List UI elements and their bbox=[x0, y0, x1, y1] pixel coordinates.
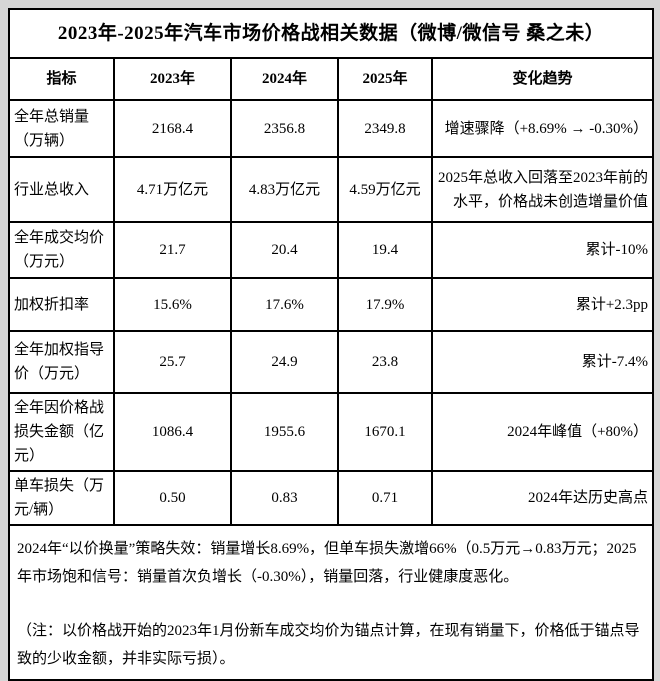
value-2025: 19.4 bbox=[337, 221, 433, 279]
footnote-cell: 2024年“以价换量”策略失效：销量增长8.69%，但单车损失激增66%（0.5… bbox=[7, 524, 655, 681]
summary-text: 2024年“以价换量”策略失效：销量增长8.69%，但单车损失激增66%（0.5… bbox=[17, 541, 637, 585]
row-label: 加权折扣率 bbox=[8, 277, 115, 332]
value-2023: 21.7 bbox=[113, 221, 232, 279]
trend-note: 增速骤降（+8.69% → -0.30%） bbox=[430, 99, 655, 158]
value-2024: 4.83万亿元 bbox=[230, 156, 339, 223]
row-label: 全年总销量（万辆） bbox=[8, 99, 115, 158]
calculation-note-text: （注：以价格战开始的2023年1月份新车成交均价为锚点计算，在现有销量下，价格低… bbox=[17, 623, 640, 667]
value-2023: 15.6% bbox=[113, 277, 232, 332]
value-2023: 1086.4 bbox=[113, 392, 232, 472]
value-2025: 4.59万亿元 bbox=[337, 156, 433, 223]
value-2024: 0.83 bbox=[230, 470, 339, 526]
table-title: 2023年-2025年汽车市场价格战相关数据（微博/微信号 桑之未） bbox=[7, 8, 655, 59]
value-2023: 4.71万亿元 bbox=[113, 156, 232, 223]
value-2025: 0.71 bbox=[337, 470, 433, 526]
trend-note: 2024年达历史高点 bbox=[430, 470, 655, 526]
row-label: 全年因价格战损失金额（亿元） bbox=[8, 392, 115, 472]
column-header-2023: 2023年 bbox=[113, 57, 232, 101]
title-row: 2023年-2025年汽车市场价格战相关数据（微博/微信号 桑之未） bbox=[7, 8, 655, 59]
column-header-2024: 2024年 bbox=[230, 57, 339, 101]
row-label: 单车损失（万元/辆） bbox=[8, 470, 115, 526]
value-2024: 24.9 bbox=[230, 330, 339, 394]
trend-note: 2025年总收入回落至2023年前的水平，价格战未创造增量价值 bbox=[430, 156, 655, 223]
value-2024: 1955.6 bbox=[230, 392, 339, 472]
column-header-row: 指标 2023年 2024年 2025年 变化趋势 bbox=[8, 57, 655, 101]
column-header-indicator: 指标 bbox=[8, 57, 115, 101]
value-2024: 17.6% bbox=[230, 277, 339, 332]
document-sheet: 2023年-2025年汽车市场价格战相关数据（微博/微信号 桑之未） 指标 20… bbox=[7, 8, 655, 681]
trend-note: 累计-10% bbox=[430, 221, 655, 279]
value-2023: 0.50 bbox=[113, 470, 232, 526]
column-header-2025: 2025年 bbox=[337, 57, 433, 101]
table-row-per-vehicle-loss: 单车损失（万元/辆） 0.50 0.83 0.71 2024年达历史高点 bbox=[8, 470, 655, 526]
column-header-trend: 变化趋势 bbox=[430, 57, 655, 101]
value-2024: 2356.8 bbox=[230, 99, 339, 158]
price-war-data-table: 2023年-2025年汽车市场价格战相关数据（微博/微信号 桑之未） 指标 20… bbox=[7, 8, 655, 681]
row-label: 行业总收入 bbox=[8, 156, 115, 223]
table-row-weighted-msrp: 全年加权指导价（万元） 25.7 24.9 23.8 累计-7.4% bbox=[8, 330, 655, 394]
value-2025: 2349.8 bbox=[337, 99, 433, 158]
table-row-industry-revenue: 行业总收入 4.71万亿元 4.83万亿元 4.59万亿元 2025年总收入回落… bbox=[8, 156, 655, 223]
value-2025: 17.9% bbox=[337, 277, 433, 332]
row-label: 全年加权指导价（万元） bbox=[8, 330, 115, 394]
table-row-price-war-loss: 全年因价格战损失金额（亿元） 1086.4 1955.6 1670.1 2024… bbox=[8, 392, 655, 472]
table-row-footnote: 2024年“以价换量”策略失效：销量增长8.69%，但单车损失激增66%（0.5… bbox=[7, 524, 655, 681]
trend-note: 累计+2.3pp bbox=[430, 277, 655, 332]
value-2023: 25.7 bbox=[113, 330, 232, 394]
trend-note: 累计-7.4% bbox=[430, 330, 655, 394]
table-row-avg-transaction-price: 全年成交均价（万元） 21.7 20.4 19.4 累计-10% bbox=[8, 221, 655, 279]
table-row-total-sales: 全年总销量（万辆） 2168.4 2356.8 2349.8 增速骤降（+8.6… bbox=[8, 99, 655, 158]
table-row-weighted-discount-rate: 加权折扣率 15.6% 17.6% 17.9% 累计+2.3pp bbox=[8, 277, 655, 332]
value-2025: 1670.1 bbox=[337, 392, 433, 472]
value-2023: 2168.4 bbox=[113, 99, 232, 158]
value-2024: 20.4 bbox=[230, 221, 339, 279]
trend-note: 2024年峰值（+80%） bbox=[430, 392, 655, 472]
value-2025: 23.8 bbox=[337, 330, 433, 394]
row-label: 全年成交均价（万元） bbox=[8, 221, 115, 279]
